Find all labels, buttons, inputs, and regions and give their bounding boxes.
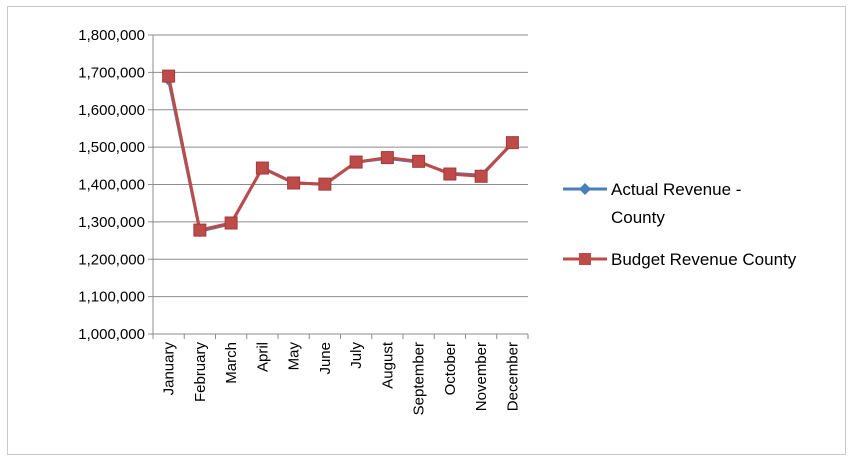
y-tick-label: 1,000,000 — [78, 326, 145, 343]
x-tick-label: May — [286, 342, 303, 371]
x-tick-label: July — [348, 342, 365, 369]
data-point — [162, 69, 176, 83]
legend-entry-2: Budget Revenue County — [563, 250, 797, 269]
x-tick-label: March — [223, 342, 240, 384]
data-point — [474, 169, 488, 183]
x-tick-label: December — [504, 342, 521, 411]
x-tick-label: September — [411, 342, 428, 415]
legend-label: Actual Revenue - — [611, 180, 741, 199]
legend-marker — [579, 183, 591, 195]
x-tick-label: April — [254, 342, 271, 372]
legend: Actual Revenue - County Budget Revenue Cou… — [563, 180, 797, 269]
data-point — [443, 167, 457, 181]
data-point — [412, 154, 426, 168]
x-tick-label: November — [473, 342, 490, 411]
data-point — [380, 151, 394, 165]
y-tick-label: 1,300,000 — [78, 214, 145, 231]
axis-layer — [148, 34, 529, 339]
series-line — [167, 75, 514, 232]
data-point — [318, 177, 332, 191]
data-point — [193, 223, 207, 237]
series-layer — [162, 69, 519, 238]
legend-label: County — [611, 208, 665, 227]
x-tick-label: February — [192, 342, 209, 403]
series-1 — [162, 73, 519, 238]
line-chart: 1,000,000 1,100,000 1,200,000 1,300,000 1,40… — [78, 27, 797, 415]
data-point — [505, 136, 519, 150]
legend-marker — [579, 253, 591, 265]
x-tick-labels: January February March April May June July Augu… — [161, 341, 522, 415]
data-point — [349, 155, 363, 169]
x-tick-label: January — [161, 342, 178, 396]
data-point — [224, 216, 238, 230]
series-line — [167, 79, 514, 233]
legend-label: Budget Revenue County — [611, 250, 797, 269]
y-tick-label: 1,600,000 — [78, 102, 145, 119]
y-tick-label: 1,700,000 — [78, 64, 145, 81]
y-tick-label: 1,100,000 — [78, 289, 145, 306]
grid-layer — [153, 34, 528, 298]
y-tick-label: 1,400,000 — [78, 177, 145, 194]
chart-frame: 1,000,000 1,100,000 1,200,000 1,300,000 1,40… — [7, 6, 846, 455]
series-2 — [162, 69, 519, 237]
y-tick-label: 1,800,000 — [78, 27, 145, 44]
y-tick-labels: 1,000,000 1,100,000 1,200,000 1,300,000 1,40… — [78, 27, 145, 343]
legend-entry-1: Actual Revenue - County — [563, 180, 741, 227]
x-tick-label: June — [317, 342, 334, 375]
data-point — [287, 176, 301, 190]
y-tick-label: 1,200,000 — [78, 251, 145, 268]
x-tick-label: August — [379, 341, 396, 389]
y-tick-label: 1,500,000 — [78, 139, 145, 156]
x-tick-label: October — [442, 342, 459, 395]
data-point — [255, 161, 269, 175]
